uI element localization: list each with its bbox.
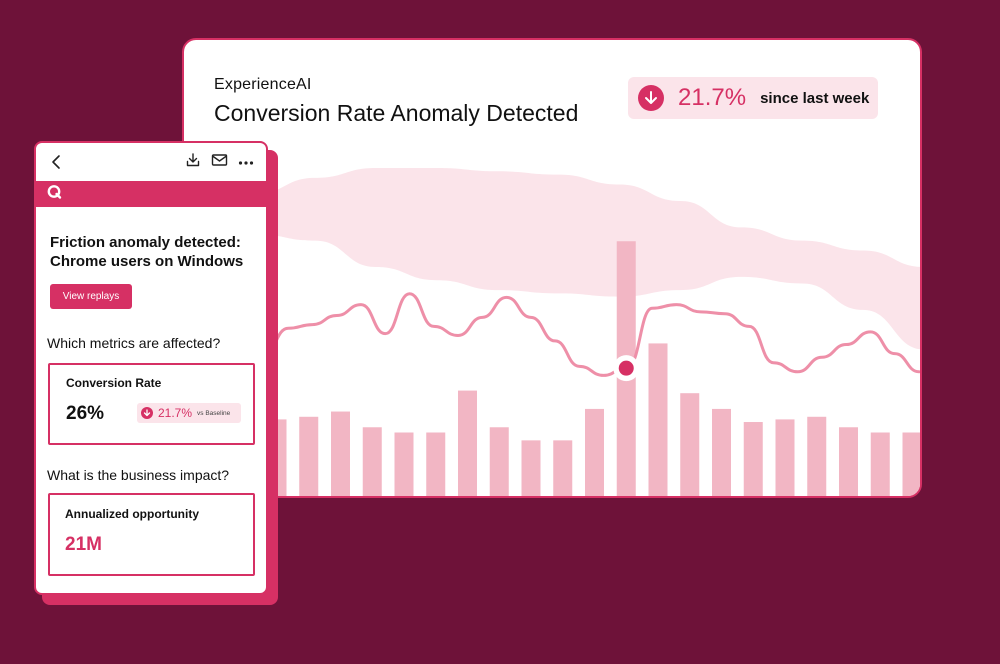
metrics-question: Which metrics are affected? [47, 335, 221, 351]
trend-line [262, 292, 920, 377]
anomaly-chart [254, 168, 920, 496]
chart-bar [426, 432, 446, 496]
chart-bar [648, 343, 668, 496]
impact-card: Annualized opportunity 21M [48, 493, 255, 576]
delta-value: 21.7% [678, 84, 747, 111]
dashboard-card: ExperienceAI Conversion Rate Anomaly Det… [182, 38, 922, 498]
impact-question: What is the business impact? [47, 467, 230, 483]
arrow-down-circle-icon [638, 85, 664, 111]
chart-bar [489, 427, 509, 496]
chart-bar [807, 416, 827, 496]
delta-label: since last week [760, 89, 870, 107]
mail-icon[interactable] [211, 153, 228, 172]
anomaly-marker [618, 360, 634, 376]
chart-bar [585, 408, 604, 496]
metric-card: Conversion Rate 26% 21.7% vs Baseline [48, 363, 255, 445]
mobile-card: Friction anomaly detected: Chrome users … [34, 141, 268, 595]
chart-bar [712, 408, 731, 496]
chart-bar [553, 440, 573, 496]
chart-bar [458, 390, 477, 496]
delta-badge: 21.7% since last week [628, 77, 878, 119]
download-icon[interactable] [185, 152, 201, 173]
chart-bar [299, 416, 319, 496]
chart-bar [775, 419, 795, 496]
chart-bar [394, 432, 414, 496]
metric-delta-badge: 21.7% vs Baseline [137, 403, 241, 423]
anomaly-heading: Friction anomaly detected: Chrome users … [50, 234, 244, 270]
chart-bar [839, 427, 858, 496]
mobile-brand-bar [36, 181, 266, 207]
view-replays-button[interactable]: View replays [50, 284, 132, 309]
chart-bar [870, 432, 890, 496]
q-logo-icon [46, 184, 62, 205]
metric-baseline-label: vs Baseline [197, 409, 231, 417]
chart-bar [743, 422, 763, 496]
chart-bar [902, 432, 920, 496]
impact-value: 21M [65, 534, 102, 555]
chevron-left-icon[interactable] [48, 153, 66, 171]
more-icon[interactable] [238, 153, 254, 171]
brand-name: ExperienceAI [214, 76, 312, 93]
metric-value: 26% [66, 403, 105, 424]
mobile-toolbar [36, 143, 266, 181]
metric-label: Conversion Rate [66, 376, 162, 390]
confidence-band [254, 168, 920, 350]
arrow-down-circle-icon [141, 407, 153, 419]
metric-delta-value: 21.7% [158, 406, 193, 420]
chart-bar [680, 393, 700, 496]
impact-label: Annualized opportunity [65, 507, 199, 521]
chart-bar [331, 411, 350, 496]
page-title: Conversion Rate Anomaly Detected [214, 100, 579, 126]
chart-bar [521, 440, 541, 496]
chart-bar [362, 427, 382, 496]
